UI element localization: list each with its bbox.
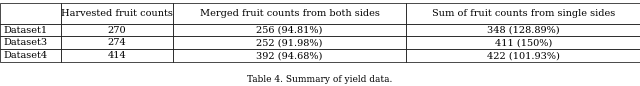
- Text: Table 4. Summary of yield data.: Table 4. Summary of yield data.: [247, 75, 393, 84]
